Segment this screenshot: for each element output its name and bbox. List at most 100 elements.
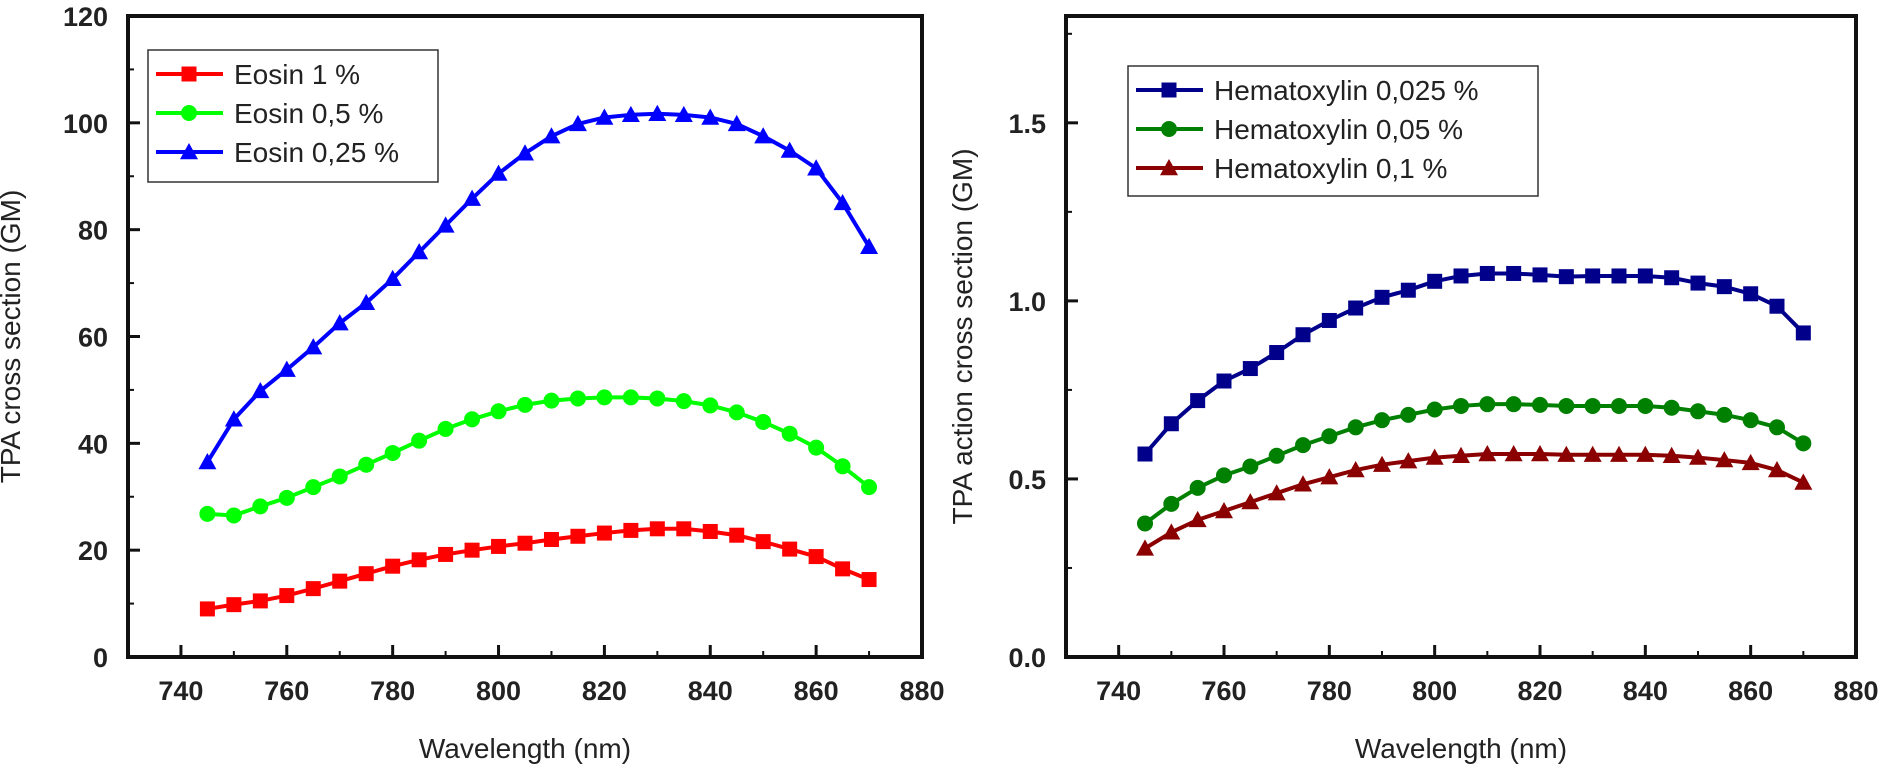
data-point <box>332 573 348 589</box>
data-point <box>1716 406 1733 423</box>
data-point <box>1715 451 1734 468</box>
x-tick-label: 760 <box>264 676 309 706</box>
data-point <box>1690 403 1706 420</box>
data-point <box>1794 473 1813 490</box>
data-point <box>1295 437 1311 454</box>
data-point <box>1137 515 1153 532</box>
data-point <box>543 392 560 409</box>
data-point <box>834 458 851 475</box>
data-point <box>861 479 878 496</box>
x-tick-label: 820 <box>582 676 627 706</box>
x-tick-label: 820 <box>1517 676 1562 706</box>
data-point <box>224 410 243 427</box>
data-point <box>1399 452 1418 469</box>
data-point <box>330 314 349 331</box>
data-point <box>781 425 798 442</box>
data-point <box>1742 412 1759 429</box>
y-tick-label: 20 <box>78 536 108 566</box>
data-point <box>1268 447 1285 464</box>
x-tick-label: 780 <box>370 676 415 706</box>
data-point <box>252 498 269 515</box>
data-point <box>1295 327 1311 343</box>
data-point <box>464 411 481 428</box>
data-point <box>1321 428 1338 445</box>
data-point <box>623 522 639 538</box>
data-point <box>543 531 559 547</box>
data-point <box>1216 373 1232 389</box>
y-tick-label: 40 <box>78 429 108 459</box>
data-point <box>542 127 561 144</box>
data-point <box>1374 289 1390 305</box>
data-point <box>198 453 217 470</box>
data-point <box>1663 399 1680 416</box>
legend-marker <box>1161 82 1177 98</box>
data-point <box>1400 406 1417 423</box>
data-point <box>1452 446 1470 463</box>
y-tick-label: 60 <box>78 323 108 353</box>
data-point <box>1400 282 1416 298</box>
data-point <box>729 527 745 543</box>
data-point <box>358 456 375 473</box>
eosin-chart: 740 760 780 800 820 840 860 880 0 20 40 60 80 100 120 W… <box>0 2 945 764</box>
data-point <box>1320 468 1339 485</box>
data-point <box>1689 448 1707 465</box>
data-point <box>1346 461 1365 478</box>
legend-marker <box>180 143 198 160</box>
data-point <box>1558 269 1574 285</box>
x-tick-label: 860 <box>1728 676 1773 706</box>
data-point <box>701 108 720 125</box>
data-point <box>649 390 666 407</box>
x-tick-label: 760 <box>1201 676 1246 706</box>
data-point <box>1348 300 1364 316</box>
y-tick-label: 120 <box>63 2 108 32</box>
data-point <box>1373 455 1391 472</box>
data-point <box>411 432 428 449</box>
data-point <box>464 542 480 558</box>
legend-marker <box>181 105 197 121</box>
data-point <box>1189 479 1206 496</box>
data-point <box>1136 539 1154 556</box>
data-point <box>1611 268 1627 284</box>
plot-frame <box>1064 14 1858 659</box>
data-point <box>1137 446 1153 462</box>
x-tick-label: 860 <box>794 676 839 706</box>
x-tick-label: 800 <box>476 676 521 706</box>
x-tick-label: 880 <box>899 676 944 706</box>
data-point <box>517 396 533 413</box>
data-point <box>1769 419 1785 436</box>
data-point <box>491 538 507 554</box>
data-point <box>1269 345 1285 361</box>
data-point <box>1163 416 1179 432</box>
data-point <box>1453 268 1469 284</box>
data-point <box>226 597 242 613</box>
data-point <box>437 420 454 437</box>
data-point <box>754 127 773 144</box>
data-point <box>252 593 268 609</box>
data-point <box>570 528 586 544</box>
legend-label: Eosin 0,25 % <box>234 137 399 168</box>
data-point <box>1610 445 1628 462</box>
x-tick-label: 840 <box>688 676 733 706</box>
data-point <box>674 105 693 123</box>
data-point <box>1636 445 1655 462</box>
legend-label: Hematoxylin 0,025 % <box>1214 75 1479 106</box>
data-point <box>1532 396 1548 413</box>
data-point <box>489 164 508 181</box>
x-tick-label: 740 <box>158 676 203 706</box>
data-point <box>463 189 482 206</box>
x-tick-label: 880 <box>1833 676 1878 706</box>
x-tick-label: 780 <box>1307 676 1352 706</box>
data-point <box>807 159 826 176</box>
data-point <box>1795 435 1812 452</box>
data-point <box>199 505 216 522</box>
data-point <box>833 193 852 211</box>
y-axis-title: TPA action cross section (GM) <box>947 148 978 524</box>
data-point <box>305 479 322 496</box>
legend-label: Hematoxylin 0,1 % <box>1214 153 1447 184</box>
legend-label: Eosin 1 % <box>234 59 360 90</box>
data-point <box>596 389 613 406</box>
data-point <box>727 114 746 132</box>
data-point <box>1716 279 1732 295</box>
data-point <box>1267 484 1286 501</box>
data-point <box>1743 286 1759 302</box>
